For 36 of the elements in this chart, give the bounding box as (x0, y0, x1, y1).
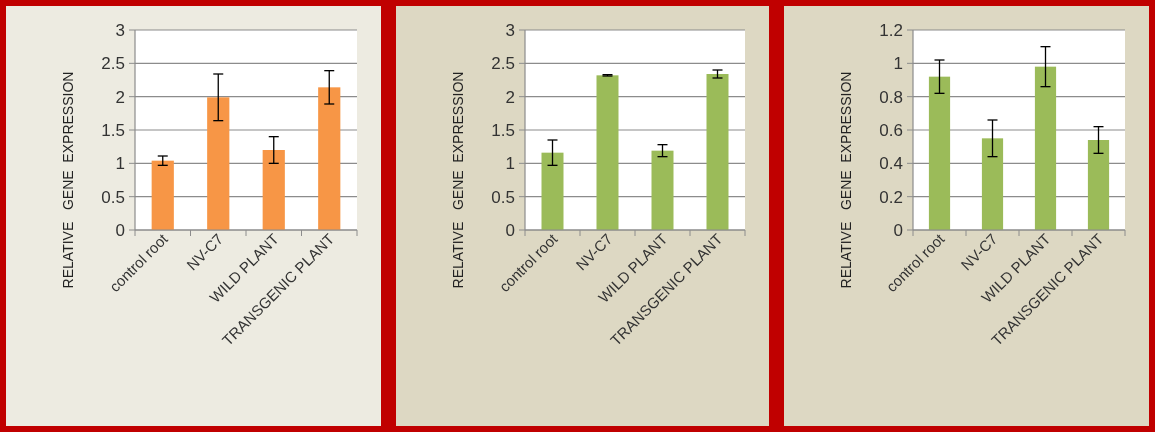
y-tick-label: 1.5 (491, 120, 515, 140)
bar (1034, 66, 1057, 230)
y-tick-label: 1 (115, 154, 125, 174)
y-tick-label: 2 (505, 87, 515, 107)
y-tick-label: 3 (505, 20, 515, 40)
y-tick-label: 1 (893, 54, 903, 74)
y-tick-label: 1 (505, 154, 515, 174)
y-tick-label: 0 (505, 220, 515, 240)
y-tick-label: 1.5 (101, 120, 125, 140)
bar (262, 150, 285, 230)
y-tick-label: 0.5 (101, 187, 125, 207)
y-tick-label: 0.4 (879, 154, 903, 174)
bar (1087, 140, 1110, 230)
bar (981, 138, 1004, 230)
y-tick-label: 2 (115, 87, 125, 107)
y-tick-label: 0.8 (879, 87, 903, 107)
bar (318, 87, 341, 230)
y-tick-label: 0.2 (879, 187, 903, 207)
bar (706, 74, 729, 230)
bar (596, 75, 619, 230)
y-tick-label: 0 (115, 220, 125, 240)
bar (541, 152, 564, 230)
y-tick-label: 2.5 (101, 54, 125, 74)
y-axis-title: RELATIVE GENE EXPRESSION (838, 71, 854, 289)
y-tick-label: 1.2 (879, 20, 903, 40)
y-axis-title: RELATIVE GENE EXPRESSION (60, 71, 76, 289)
bar (151, 160, 174, 230)
y-tick-label: 0.5 (491, 187, 515, 207)
bar (207, 97, 230, 230)
y-axis-title: RELATIVE GENE EXPRESSION (450, 71, 466, 289)
bar (651, 150, 674, 230)
y-tick-label: 0 (893, 220, 903, 240)
y-tick-label: 2.5 (491, 54, 515, 74)
y-tick-label: 0.6 (879, 120, 903, 140)
y-tick-label: 3 (115, 20, 125, 40)
bar (928, 76, 951, 230)
